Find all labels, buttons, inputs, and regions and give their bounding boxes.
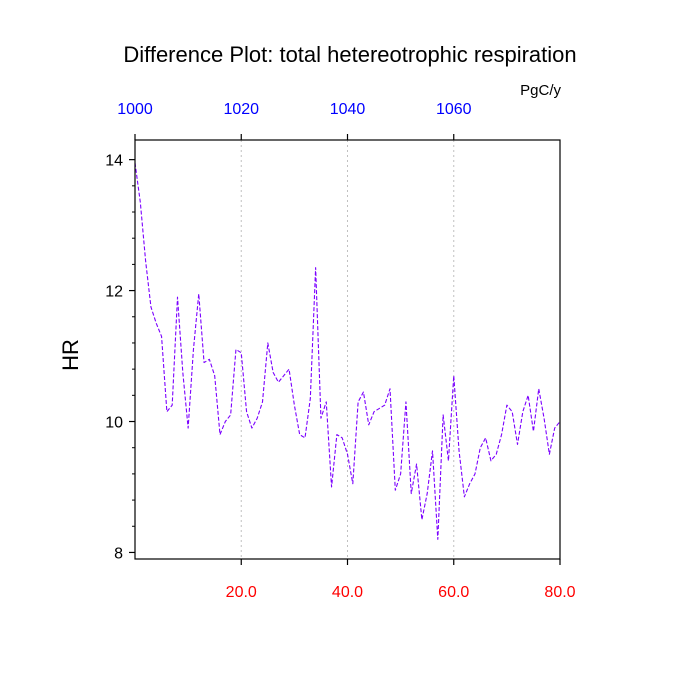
- x-top-tick-label: 1060: [436, 101, 472, 118]
- y-axis-label: HR: [58, 339, 83, 371]
- x-top-tick-label: 1040: [330, 101, 366, 118]
- x-top-tick-label: 1000: [117, 101, 153, 118]
- x-bottom-tick-label: 40.0: [332, 584, 363, 601]
- x-bottom-tick-label: 20.0: [226, 584, 257, 601]
- units-label: PgC/y: [520, 82, 561, 99]
- y-tick-label: 14: [105, 153, 123, 170]
- x-bottom-tick-label: 80.0: [544, 584, 575, 601]
- series-line-0: [134, 162, 561, 540]
- x-top-tick-label: 1020: [223, 101, 259, 118]
- tick-labels: 8 10 12 14 20.0 40.0 60.0 80.0 1000 1020 1040 1060: [105, 101, 575, 601]
- grid-lines: [240, 140, 455, 559]
- chart-title: Difference Plot: total hetereotrophic re…: [123, 42, 576, 67]
- y-tick-label: 10: [105, 415, 123, 432]
- tick-marks: [129, 134, 561, 565]
- x-bottom-tick-label: 60.0: [438, 584, 469, 601]
- y-tick-label: 12: [105, 284, 123, 301]
- series-layer: [134, 162, 561, 540]
- y-tick-label: 8: [114, 545, 123, 562]
